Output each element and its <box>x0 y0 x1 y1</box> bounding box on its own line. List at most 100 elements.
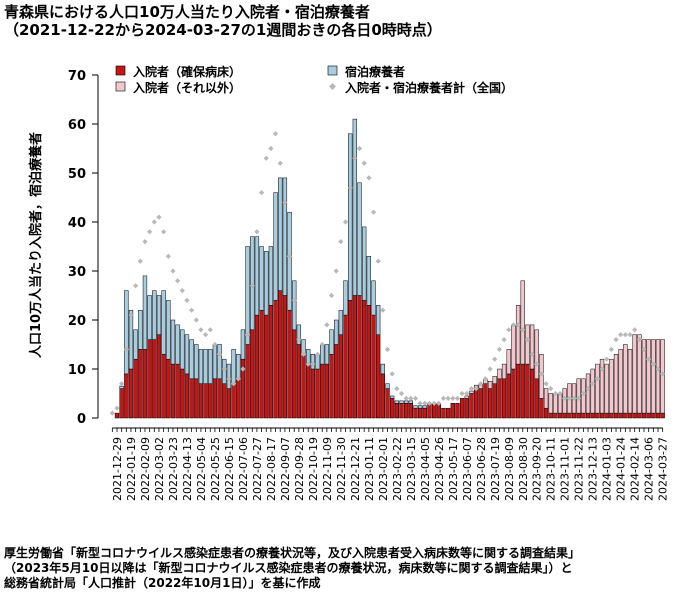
bar-segment <box>567 412 572 419</box>
bar-segment <box>296 344 302 419</box>
x-tick-label: 2022-03-02 <box>153 437 166 501</box>
bar-segment <box>632 334 637 414</box>
national-point <box>147 229 153 235</box>
national-point <box>109 410 115 416</box>
bar-segment <box>553 412 558 419</box>
national-point <box>538 371 545 377</box>
bar-segment <box>520 363 525 419</box>
x-tick-label: 2021-12-29 <box>111 437 124 501</box>
y-axis-label: 人口10万人当たり入院者，宿泊療養者 <box>28 132 44 358</box>
national-point <box>585 386 591 392</box>
national-point <box>660 371 666 377</box>
bar-segment <box>348 133 353 301</box>
bar-segment <box>543 388 549 409</box>
national-point <box>324 322 330 328</box>
national-point <box>366 175 372 181</box>
bar-segment <box>637 412 642 419</box>
bar-segment <box>320 344 325 365</box>
chart-title: 青森県における人口10万人当たり入院者・宿泊療養者 <box>4 3 370 21</box>
national-point <box>240 366 246 372</box>
national-point <box>524 337 531 343</box>
national-point <box>576 395 582 401</box>
bar-segment <box>138 349 143 419</box>
national-point <box>272 131 279 137</box>
national-point <box>482 376 489 382</box>
chart-subtitle: （2021-12-22から2024-03-27の1週間おきの各日0時時点） <box>4 21 442 39</box>
bar-segment <box>156 295 162 335</box>
bar-segment <box>394 400 399 404</box>
national-point <box>230 381 237 387</box>
national-point <box>412 395 419 401</box>
bar-segment <box>357 182 362 296</box>
x-tick-label: 2022-04-13 <box>181 437 194 501</box>
x-tick-label: 2022-10-19 <box>307 437 320 501</box>
bar-segment <box>292 329 297 419</box>
national-point <box>590 381 596 387</box>
national-point <box>557 390 563 397</box>
bar-segment <box>254 314 260 419</box>
x-tick-label: 2022-03-23 <box>167 437 180 501</box>
bar-segment <box>651 412 656 419</box>
national-point <box>389 371 395 377</box>
bar-segment <box>651 339 656 414</box>
bar-segment <box>403 400 409 404</box>
bar-segment <box>413 405 418 409</box>
bar-segment <box>660 412 665 419</box>
national-point <box>636 337 642 343</box>
national-point <box>478 381 484 387</box>
bar-segment <box>390 398 395 419</box>
bar-segment <box>557 393 563 414</box>
bar-segment <box>273 192 278 301</box>
bar-segment <box>623 412 628 419</box>
x-tick-label: 2024-02-14 <box>629 437 642 501</box>
x-tick-label: 2023-04-26 <box>433 437 446 501</box>
x-tick-label: 2023-02-01 <box>377 437 390 501</box>
national-point <box>375 258 381 264</box>
national-point <box>342 219 349 225</box>
x-tick-label: 2022-07-06 <box>237 437 250 501</box>
y-tick-label: 40 <box>68 216 86 231</box>
bar-segment <box>259 309 264 419</box>
bar-segment <box>394 403 399 419</box>
bar-segment <box>184 373 190 419</box>
y-tick-label: 70 <box>68 69 86 84</box>
national-point <box>450 395 456 401</box>
bar-segment <box>296 324 302 345</box>
bar-segment <box>385 388 390 419</box>
bar-segment <box>637 334 642 414</box>
bar-segment <box>417 407 423 419</box>
national-point <box>566 395 572 401</box>
x-tick-label: 2024-03-27 <box>657 437 670 501</box>
bar-segment <box>194 378 199 419</box>
bar-segment <box>459 398 465 419</box>
bar-segment <box>385 383 390 389</box>
national-point <box>506 327 512 333</box>
bar-segment <box>152 290 157 340</box>
national-point <box>361 160 367 166</box>
bar-segment <box>138 309 143 350</box>
bar-segment <box>445 407 451 419</box>
bar-segment <box>352 118 358 296</box>
national-point <box>244 332 251 338</box>
bar-segment <box>268 305 274 419</box>
national-point <box>249 283 255 289</box>
bar-segment <box>231 383 236 419</box>
bar-segment <box>534 378 539 419</box>
bar-segment <box>553 393 558 414</box>
bar-segment <box>548 393 553 414</box>
bar-segment <box>310 368 316 419</box>
bar-segment <box>417 405 423 409</box>
bar-segment <box>264 314 269 419</box>
bar-segment <box>483 383 488 419</box>
bar-segment <box>217 378 222 419</box>
bar-segment <box>250 329 255 419</box>
y-tick-label: 20 <box>68 314 86 329</box>
bar-segment <box>590 412 595 419</box>
national-point <box>548 386 554 392</box>
bar-segment <box>627 412 633 419</box>
national-point <box>496 346 503 352</box>
bar-segment <box>287 309 292 419</box>
national-point <box>604 356 610 362</box>
bar-segment <box>487 388 493 419</box>
